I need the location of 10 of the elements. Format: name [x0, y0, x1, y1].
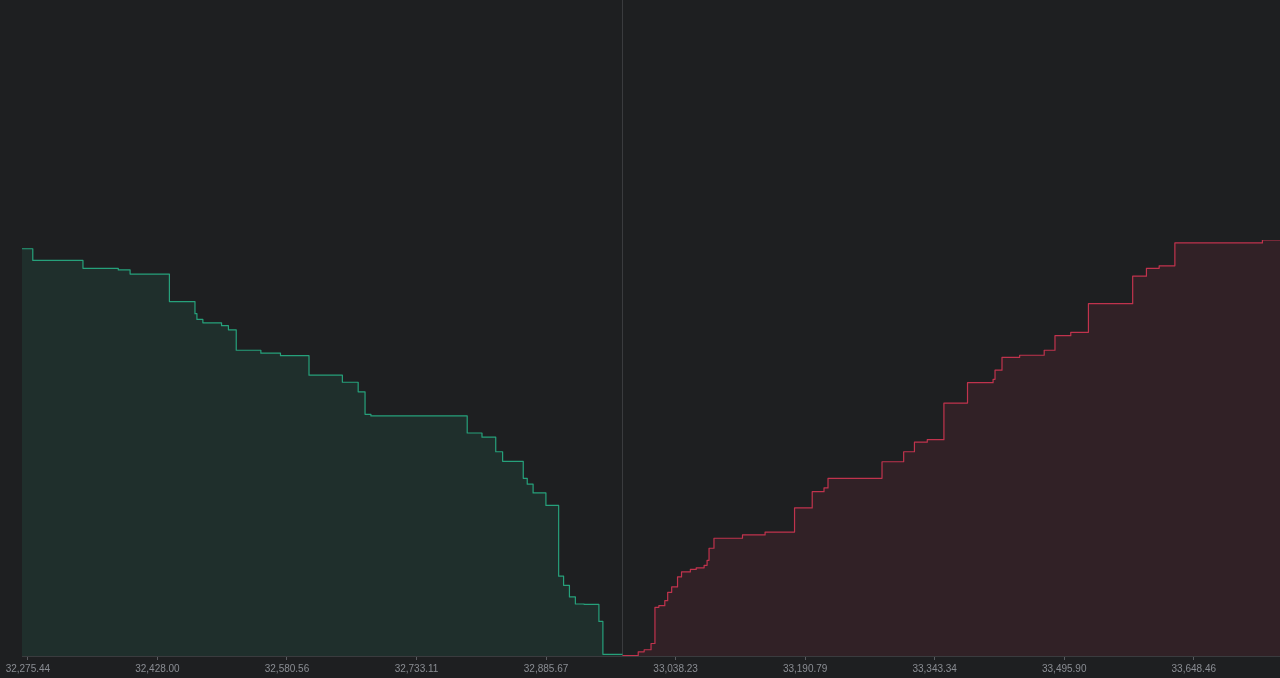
x-tick-label: 32,580.56	[264, 662, 310, 674]
x-tick-label: 32,275.44	[5, 662, 51, 674]
x-tick-label: 33,648.46	[1171, 662, 1217, 674]
x-tick-label: 33,190.79	[782, 662, 828, 674]
x-tick-label: 33,343.34	[912, 662, 958, 674]
x-tick-label: 32,428.00	[135, 662, 181, 674]
x-tick-label: 33,038.23	[653, 662, 699, 674]
x-tick-label: 32,733.11	[394, 662, 439, 674]
x-tick-label: 32,885.67	[523, 662, 569, 674]
x-tick-label: 33,495.90	[1041, 662, 1087, 674]
